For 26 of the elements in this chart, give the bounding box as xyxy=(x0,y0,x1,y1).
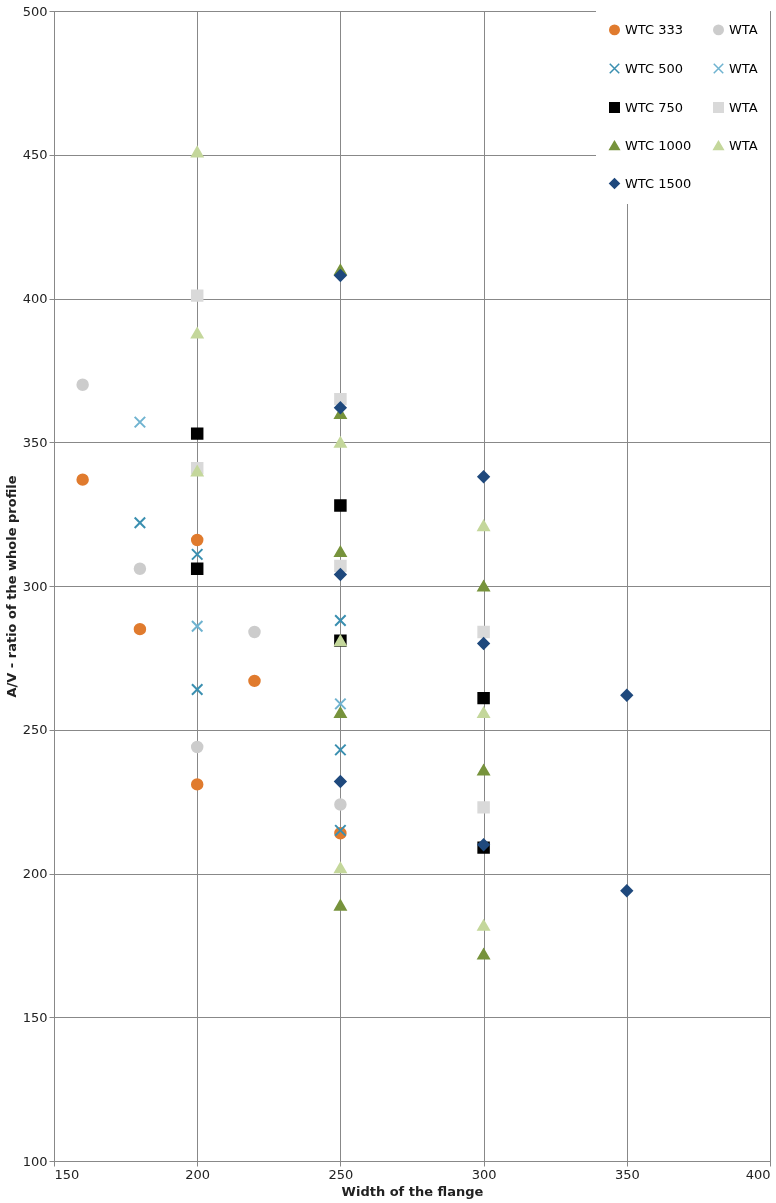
y-tick-label: 450 xyxy=(22,147,48,163)
legend-label: WTA xyxy=(729,21,758,37)
legend-label: WTA xyxy=(729,99,758,115)
y-axis-title: A/V - ratio of the whole profile xyxy=(3,475,19,698)
y-tick-label: 100 xyxy=(22,1153,48,1169)
x-tick-label: 400 xyxy=(745,1166,771,1182)
y-tick-label: 250 xyxy=(22,722,48,738)
x-axis-title: Width of the flange xyxy=(341,1183,484,1199)
x-tick-label: 350 xyxy=(614,1166,640,1182)
y-tick-label: 400 xyxy=(22,291,48,306)
y-tick-label: 200 xyxy=(22,866,48,881)
y-tick-label: 300 xyxy=(22,578,48,594)
y-tick-label: 150 xyxy=(22,1009,48,1025)
legend-label: WTC 1500 xyxy=(625,175,692,191)
x-tick-label: 200 xyxy=(185,1166,211,1182)
legend-label: WTC 333 xyxy=(625,21,684,37)
legend-label: WTC 750 xyxy=(625,99,684,115)
y-tick-label: 500 xyxy=(22,3,48,19)
y-tick-label: 350 xyxy=(22,434,48,450)
legend-label: WTC 500 xyxy=(625,60,684,76)
legend-label: WTC 1000 xyxy=(625,137,692,153)
x-tick-label: 300 xyxy=(471,1166,497,1182)
legend-label: WTA xyxy=(729,60,758,76)
legend-label: WTA xyxy=(729,137,758,153)
x-tick-label: 150 xyxy=(54,1166,80,1182)
x-tick-label: 250 xyxy=(328,1166,354,1182)
